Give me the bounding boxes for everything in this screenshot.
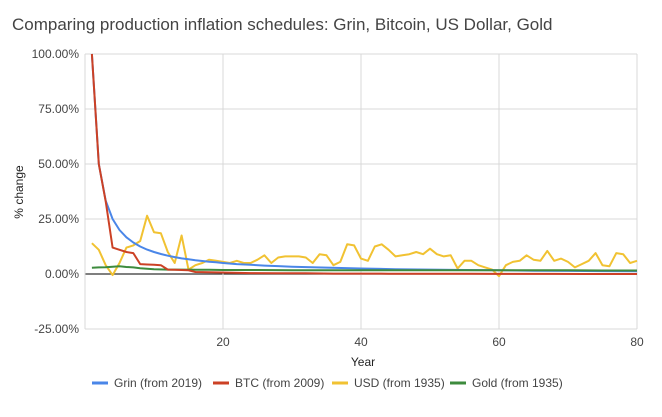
legend-label: USD (from 1935) [354, 376, 445, 390]
y-tick-label: -25.00% [34, 322, 79, 336]
x-axis-label: Year [351, 355, 375, 369]
y-tick-labels: -25.00% 0.00% 25.00% 50.00% 75.00% 100.00% [32, 47, 80, 336]
legend-label: Grin (from 2019) [114, 376, 202, 390]
y-axis-label: % change [12, 165, 26, 219]
gridlines [84, 53, 638, 330]
series-lines [90, 53, 638, 278]
series-line-3 [91, 265, 637, 272]
legend-label: Gold (from 1935) [472, 376, 563, 390]
series-line-2 [91, 214, 638, 278]
x-tick-label: 40 [354, 335, 368, 349]
y-tick-label: 25.00% [38, 212, 79, 226]
y-tick-label: 50.00% [38, 157, 79, 171]
x-tick-label: 60 [492, 335, 506, 349]
series-line-1 [90, 53, 637, 275]
y-tick-label: 0.00% [45, 267, 79, 281]
x-tick-label: 20 [216, 335, 230, 349]
x-tick-label: 80 [630, 335, 644, 349]
y-tick-label: 100.00% [32, 47, 80, 61]
legend-label: BTC (from 2009) [235, 376, 324, 390]
chart-title: Comparing production inflation schedules… [12, 15, 553, 34]
legend: Grin (from 2019) BTC (from 2009) USD (from… [92, 376, 563, 390]
series-line-0 [90, 53, 638, 273]
y-tick-label: 75.00% [38, 102, 79, 116]
x-tick-labels: 20 40 60 80 [216, 335, 644, 349]
